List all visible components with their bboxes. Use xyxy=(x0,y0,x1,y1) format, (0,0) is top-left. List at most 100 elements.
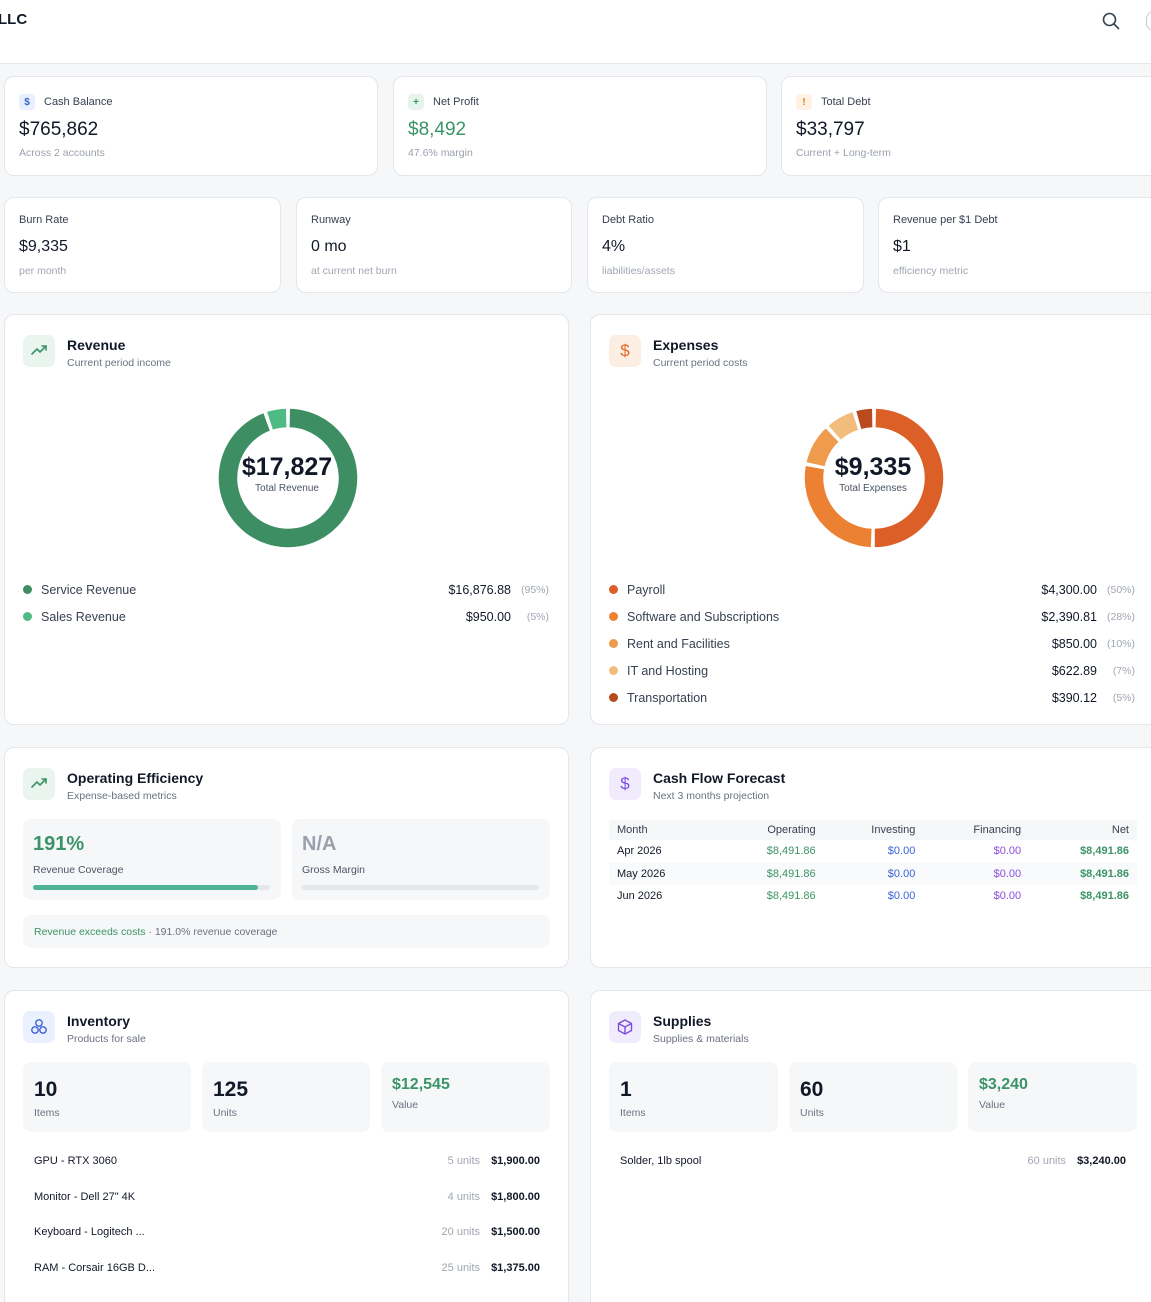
package-icon xyxy=(609,1011,641,1043)
column-header-investing: Investing xyxy=(823,820,924,840)
metric-value: $9,335 xyxy=(19,238,68,255)
metric-label: Runway xyxy=(311,214,351,226)
item-price: $1,800.00 xyxy=(491,1190,540,1203)
operating-cell: $8,491.86 xyxy=(766,890,816,903)
stat-label: Net Profit xyxy=(433,96,479,108)
revenue-coverage-bar xyxy=(33,885,259,890)
legend-amount: $4,300.00 xyxy=(1041,582,1097,597)
legend-amount: $950.00 xyxy=(465,609,511,624)
panel-title: Supplies xyxy=(653,1013,712,1029)
panel-title: Cash Flow Forecast xyxy=(653,770,786,786)
item-units: 60 units xyxy=(1027,1155,1067,1167)
supplies-panel: Supplies Supplies & materials 1 Items 60… xyxy=(590,990,1151,1302)
legend-label: Software and Subscriptions xyxy=(627,609,780,624)
expenses-slice-0[interactable] xyxy=(873,407,945,549)
trending-up-icon xyxy=(23,335,55,367)
revenue-legend-item: Service Revenue $16,876.88 (95%) xyxy=(23,576,549,603)
legend-percent: (7%) xyxy=(1112,664,1135,677)
list-item[interactable]: RAM - Corsair 16GB D... 25 units $1,375.00 xyxy=(34,1262,540,1274)
item-units: 5 units xyxy=(447,1155,481,1167)
item-price: $1,500.00 xyxy=(491,1226,540,1239)
legend-dot xyxy=(609,693,618,702)
expenses-legend-item: Software and Subscriptions $2,390.81 (28%) xyxy=(609,603,1135,630)
financing-cell: $0.00 xyxy=(993,890,1022,903)
plus-icon: + xyxy=(408,94,424,110)
item-price: $1,375.00 xyxy=(491,1262,540,1275)
supplies-items-count: 1 xyxy=(620,1078,632,1101)
boxes-icon xyxy=(23,1011,55,1043)
list-item[interactable]: Keyboard - Logitech ... 20 units $1,500.00 xyxy=(34,1226,540,1238)
list-item[interactable]: Monitor - Dell 27" 4K 4 units $1,800.00 xyxy=(34,1191,540,1203)
efficiency-note: Revenue exceeds costs · 191.0% revenue c… xyxy=(23,915,550,948)
revenue-slice-1[interactable] xyxy=(265,407,288,432)
legend-percent: (28%) xyxy=(1106,610,1135,623)
item-name: GPU - RTX 3060 xyxy=(34,1155,117,1167)
month-cell: May 2026 xyxy=(609,862,716,885)
efficiency-note-highlight: Revenue exceeds costs xyxy=(34,926,146,938)
stat-value: $765,862 xyxy=(19,119,99,140)
panel-title: Inventory xyxy=(67,1013,131,1029)
revenue-total: $17,827 xyxy=(241,453,333,481)
legend-percent: (5%) xyxy=(526,610,549,623)
dollar-icon: $ xyxy=(19,94,35,110)
stat-sub: Across 2 accounts xyxy=(19,147,105,159)
legend-dot xyxy=(609,612,618,621)
table-row: Apr 2026 $8,491.86 $0.00 $0.00 $8,491.86 xyxy=(609,840,1137,863)
panel-subtitle: Current period income xyxy=(67,357,171,369)
expenses-legend-item: IT and Hosting $622.89 (7%) xyxy=(609,657,1135,684)
investing-cell: $0.00 xyxy=(887,890,916,903)
expenses-donut-center: $9,335 Total Expenses xyxy=(773,453,973,494)
search-icon[interactable] xyxy=(1101,11,1121,31)
warning-icon: ! xyxy=(796,94,812,110)
inventory-items-box: 10 Items xyxy=(23,1062,191,1132)
revenue-legend-item: Sales Revenue $950.00 (5%) xyxy=(23,603,549,630)
expenses-slice-2[interactable] xyxy=(804,426,841,468)
revenue-coverage-box: 191% Revenue Coverage xyxy=(23,819,281,900)
panel-title: Revenue xyxy=(67,337,126,353)
inventory-items-label: Items xyxy=(34,1107,60,1119)
inventory-panel: Inventory Products for sale 10 Items 125… xyxy=(4,990,569,1302)
gross-margin-value: N/A xyxy=(302,833,337,855)
expenses-legend-item: Transportation $390.12 (5%) xyxy=(609,684,1135,711)
item-name: Solder, 1lb spool xyxy=(620,1155,702,1167)
supplies-value: $3,240 xyxy=(979,1076,1028,1093)
item-price: $3,240.00 xyxy=(1077,1155,1126,1167)
month-cell: Jun 2026 xyxy=(617,890,663,903)
legend-percent: (50%) xyxy=(1106,583,1135,596)
expenses-slice-1[interactable] xyxy=(803,464,874,549)
expenses-slice-3[interactable] xyxy=(826,410,860,442)
metric-sub: liabilities/assets xyxy=(602,265,675,277)
supplies-value-box: $3,240 Value xyxy=(968,1062,1137,1132)
supplies-units-count: 60 xyxy=(800,1078,824,1101)
dollar-icon: $ xyxy=(609,335,641,367)
user-avatar[interactable] xyxy=(1146,11,1151,31)
legend-amount: $390.12 xyxy=(1051,690,1097,705)
financing-cell: $0.00 xyxy=(923,862,1030,885)
inventory-units-label: Units xyxy=(213,1107,237,1119)
revenue-slice-0[interactable] xyxy=(217,407,359,549)
supplies-value-label: Value xyxy=(979,1099,1006,1111)
list-item[interactable]: GPU - RTX 3060 5 units $1,900.00 xyxy=(34,1155,540,1167)
operating-cell: $8,491.86 xyxy=(766,845,816,858)
metric-sub: per month xyxy=(19,265,67,277)
expenses-donut-chart xyxy=(803,407,945,549)
item-units: 20 units xyxy=(441,1226,481,1239)
gross-margin-box: N/A Gross Margin xyxy=(292,819,550,900)
legend-amount: $2,390.81 xyxy=(1041,609,1097,624)
legend-dot xyxy=(23,585,32,594)
supplies-units-label: Units xyxy=(800,1107,824,1119)
item-name: Keyboard - Logitech ... xyxy=(34,1226,145,1239)
legend-dot xyxy=(609,639,618,648)
stat-card-net-profit: + Net Profit $8,492 47.6% margin xyxy=(393,76,767,176)
metric-card-revenue-per-debt: Revenue per $1 Debt $1 efficiency metric xyxy=(878,197,1151,293)
column-header-month: Month xyxy=(609,820,716,840)
operating-cell: $8,491.86 xyxy=(715,862,824,885)
legend-label: Payroll xyxy=(627,582,666,597)
revenue-total-label: Total Revenue xyxy=(255,483,319,494)
expenses-slice-4[interactable] xyxy=(854,407,874,431)
list-item[interactable]: Solder, 1lb spool 60 units $3,240.00 xyxy=(620,1155,1126,1167)
stat-value: $33,797 xyxy=(796,119,865,140)
table-row: Jun 2026 $8,491.86 $0.00 $0.00 $8,491.86 xyxy=(609,885,1137,908)
metric-label: Revenue per $1 Debt xyxy=(893,214,998,226)
legend-percent: (95%) xyxy=(520,583,549,596)
